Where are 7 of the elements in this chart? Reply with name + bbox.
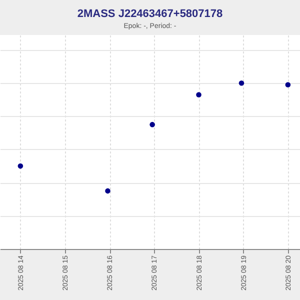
point xyxy=(238,80,244,86)
point xyxy=(18,163,24,169)
point xyxy=(105,188,110,194)
point xyxy=(196,92,202,98)
point xyxy=(150,122,155,128)
chart-title: 2MASS J22463467+5807178 xyxy=(77,8,223,20)
point xyxy=(285,82,291,88)
